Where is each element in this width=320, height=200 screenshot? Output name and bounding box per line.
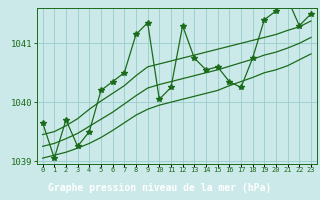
Text: Graphe pression niveau de la mer (hPa): Graphe pression niveau de la mer (hPa): [48, 183, 272, 193]
